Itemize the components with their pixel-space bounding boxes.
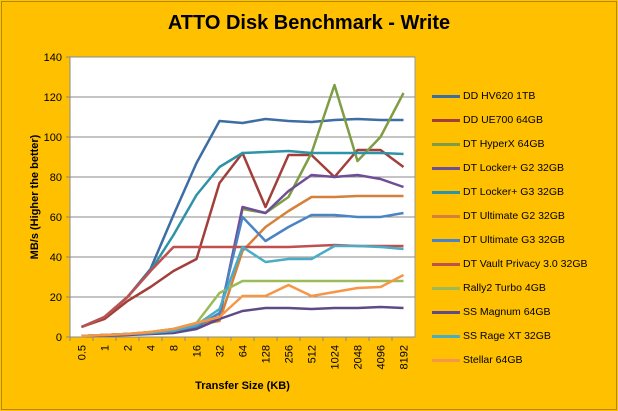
y-tick-label: 60 bbox=[50, 212, 62, 224]
series-line bbox=[81, 273, 405, 338]
y-tick-label: 0 bbox=[56, 332, 62, 344]
legend-label: DT Locker+ G3 32GB bbox=[463, 186, 565, 198]
x-tick-label: 1 bbox=[100, 345, 112, 351]
legend-item: DT Ultimate G3 32GB bbox=[432, 228, 588, 252]
legend-label: DT Ultimate G3 32GB bbox=[463, 234, 565, 246]
x-tick-label: 16 bbox=[192, 345, 204, 357]
x-tick-label: 128 bbox=[261, 345, 273, 363]
y-tick-label: 140 bbox=[44, 52, 62, 64]
legend-label: Rally2 Turbo 4GB bbox=[463, 282, 546, 294]
legend-item: Stellar 64GB bbox=[432, 348, 588, 372]
y-tick-label: 120 bbox=[44, 92, 62, 104]
legend-swatch bbox=[432, 118, 460, 122]
legend-item: DT HyperX 64GB bbox=[432, 132, 588, 156]
x-tick-label: 0.5 bbox=[77, 345, 89, 360]
x-tick-label: 32 bbox=[215, 345, 227, 357]
x-tick-label: 4 bbox=[146, 345, 158, 351]
legend-label: DD HV620 1TB bbox=[463, 90, 536, 102]
x-tick-label: 8 bbox=[169, 345, 181, 351]
legend-label: DT Vault Privacy 3.0 32GB bbox=[463, 258, 588, 270]
legend-swatch bbox=[432, 142, 460, 146]
legend-label: DT Locker+ G2 32GB bbox=[463, 162, 565, 174]
y-tick-label: 40 bbox=[50, 252, 62, 264]
legend-label: DT Ultimate G2 32GB bbox=[463, 210, 565, 222]
legend-swatch bbox=[432, 214, 460, 218]
x-tick-label: 4096 bbox=[376, 345, 388, 369]
legend-swatch bbox=[432, 94, 460, 98]
legend: DD HV620 1TB DD UE700 64GB DT HyperX 64GB D… bbox=[432, 84, 588, 372]
chart-title: ATTO Disk Benchmark - Write bbox=[167, 12, 451, 34]
x-tick-label: 256 bbox=[284, 345, 296, 363]
legend-item: DD UE700 64GB bbox=[432, 108, 588, 132]
y-tick-label: 80 bbox=[50, 172, 62, 184]
legend-item: SS Rage XT 32GB bbox=[432, 324, 588, 348]
y-axis-title: MB/s (Higher the better) bbox=[29, 134, 41, 259]
legend-label: SS Magnum 64GB bbox=[463, 306, 551, 318]
legend-swatch bbox=[432, 262, 460, 266]
legend-label: SS Rage XT 32GB bbox=[463, 330, 551, 342]
legend-item: DT Ultimate G2 32GB bbox=[432, 204, 588, 228]
legend-item: DT Vault Privacy 3.0 32GB bbox=[432, 252, 588, 276]
x-tick-label: 1024 bbox=[330, 345, 342, 369]
legend-item: DT Locker+ G3 32GB bbox=[432, 180, 588, 204]
legend-swatch bbox=[432, 286, 460, 290]
x-axis-title: Transfer Size (KB) bbox=[195, 380, 290, 392]
y-tick-label: 20 bbox=[50, 292, 62, 304]
legend-swatch bbox=[432, 190, 460, 194]
x-tick-label: 2048 bbox=[353, 345, 365, 369]
legend-label: DT HyperX 64GB bbox=[463, 138, 545, 150]
x-tick-label: 2 bbox=[123, 345, 135, 351]
legend-item: DD HV620 1TB bbox=[432, 84, 588, 108]
x-tick-label: 64 bbox=[238, 345, 250, 357]
legend-swatch bbox=[432, 238, 460, 242]
legend-swatch bbox=[432, 166, 460, 170]
legend-label: Stellar 64GB bbox=[463, 354, 523, 366]
legend-swatch bbox=[432, 358, 460, 362]
legend-swatch bbox=[432, 334, 460, 338]
legend-item: SS Magnum 64GB bbox=[432, 300, 588, 324]
y-tick-label: 100 bbox=[44, 132, 62, 144]
legend-swatch bbox=[432, 310, 460, 314]
x-tick-label: 512 bbox=[307, 345, 319, 363]
x-tick-label: 8192 bbox=[399, 345, 411, 369]
legend-item: DT Locker+ G2 32GB bbox=[432, 156, 588, 180]
legend-item: Rally2 Turbo 4GB bbox=[432, 276, 588, 300]
legend-label: DD UE700 64GB bbox=[463, 114, 543, 126]
